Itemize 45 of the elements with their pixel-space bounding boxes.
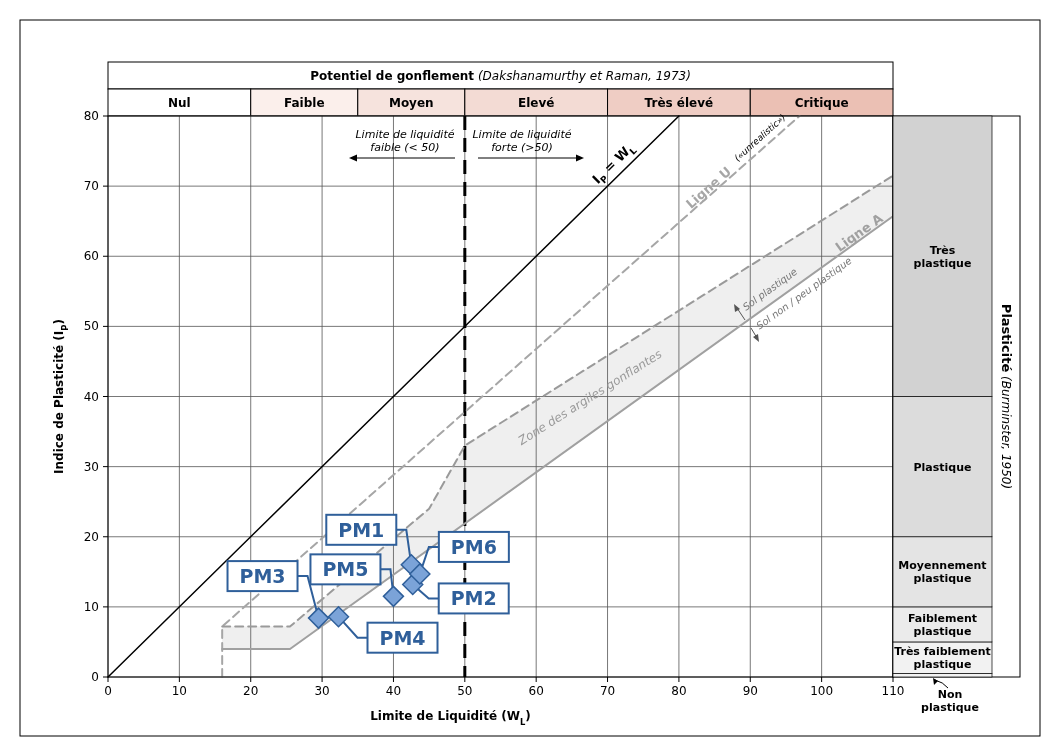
annotation: PM3 [239, 565, 286, 588]
y-tick-label: 20 [83, 529, 99, 544]
x-tick-label: 110 [881, 684, 905, 698]
annotation: PM1 [338, 518, 385, 541]
x-tick-label: 30 [314, 684, 330, 698]
y-tick-label: 60 [83, 249, 99, 264]
x-tick-label: 70 [599, 684, 616, 698]
chart-subtitle: (Dakshanamurthy et Raman, 1973) [474, 69, 691, 83]
y-tick-label: 30 [83, 459, 99, 474]
series-label: Elevé [517, 96, 555, 110]
series-label: Faible [283, 96, 325, 110]
y-tick-label: 10 [83, 599, 99, 614]
x-tick-label: 100 [810, 684, 834, 698]
annotation: PM4 [379, 626, 426, 649]
x-tick-label: 40 [385, 684, 402, 698]
annotation: Limite de liquidité forte (>50) [472, 128, 572, 154]
series-label: Critique [794, 96, 849, 110]
x-axis-title: Limite de Liquidité (W$_{L}$) [370, 709, 531, 727]
legend-label: Non plastique [921, 687, 979, 714]
annotation: PM5 [322, 558, 369, 581]
series-label: Faiblement plastique [907, 611, 978, 638]
x-tick-label: 20 [243, 684, 259, 698]
y-tick-label: 50 [83, 319, 99, 334]
y-tick-label: 80 [83, 109, 99, 123]
x-tick-label: 50 [457, 684, 473, 698]
x-tick-label: 90 [742, 684, 758, 698]
x-tick-label: 60 [528, 684, 544, 698]
series-label: Nul [168, 96, 191, 110]
x-tick-label: 0 [104, 684, 112, 698]
series-label: Très plastique [913, 243, 972, 270]
series-label: Moyen [388, 96, 434, 110]
chart-title: Potentiel de gonflement [310, 69, 475, 83]
y-tick-label: 0 [91, 670, 99, 684]
y-axis-title: Plasticité (Burminster, 1950) [999, 303, 1014, 490]
annotation: PM2 [450, 587, 497, 610]
y-tick-label: 40 [83, 389, 99, 404]
series-label: Très élevé [644, 96, 714, 110]
annotation: Limite de liquidité faible (< 50) [355, 128, 455, 154]
series-label: Moyennement plastique [898, 559, 987, 586]
x-tick-label: 80 [671, 684, 687, 698]
x-tick-label: 10 [171, 684, 187, 698]
series-label: Plastique [913, 460, 972, 474]
y-tick-label: 70 [83, 179, 99, 194]
annotation: PM6 [450, 535, 497, 558]
series-label: Très faiblement plastique [894, 645, 991, 672]
